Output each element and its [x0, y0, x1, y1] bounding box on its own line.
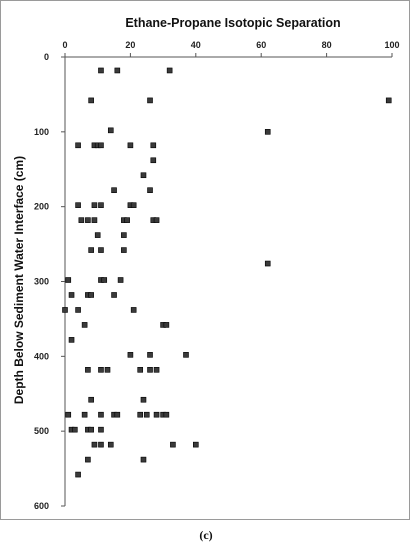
data-point	[88, 396, 94, 403]
data-point	[75, 142, 81, 149]
data-point	[81, 411, 88, 418]
data-point	[117, 277, 124, 283]
y-tick-label: 500	[34, 426, 49, 436]
data-point	[127, 142, 134, 149]
data-point	[150, 157, 157, 164]
data-point	[68, 337, 75, 343]
data-point	[72, 426, 78, 433]
y-tick-label: 100	[34, 127, 49, 137]
data-point	[130, 202, 137, 208]
data-points	[62, 67, 392, 478]
x-tick-label: 60	[256, 40, 266, 50]
data-point	[183, 352, 189, 358]
data-point	[98, 367, 104, 373]
x-tick-label: 100	[384, 40, 399, 50]
data-point	[140, 456, 147, 463]
x-tick-label: 20	[125, 40, 135, 50]
data-point	[111, 292, 117, 298]
data-point	[75, 471, 81, 478]
data-point	[153, 217, 160, 223]
data-point	[264, 260, 271, 267]
data-point	[85, 367, 91, 373]
data-point	[65, 411, 72, 418]
data-point	[153, 367, 160, 373]
data-point	[62, 307, 68, 313]
chart-frame: Ethane-Propane Isotopic Separation Depth…	[0, 0, 410, 520]
data-point	[140, 172, 147, 179]
data-point	[170, 441, 176, 448]
scatter-chart: Ethane-Propane Isotopic Separation Depth…	[12, 16, 400, 511]
data-point	[193, 441, 199, 448]
data-point	[78, 217, 85, 223]
data-point	[147, 352, 153, 358]
data-point	[130, 307, 137, 313]
data-point	[85, 456, 91, 463]
data-point	[107, 127, 114, 134]
data-point	[75, 307, 81, 313]
data-point	[98, 426, 104, 433]
data-point	[147, 367, 153, 373]
data-point	[88, 292, 94, 298]
y-axis-label: Depth Below Sediment Water Interface (cm…	[12, 156, 26, 404]
data-point	[107, 441, 114, 448]
data-point	[98, 142, 104, 149]
data-point	[65, 277, 72, 283]
data-point	[163, 411, 170, 418]
data-point	[121, 232, 127, 238]
x-tick-label: 0	[62, 40, 67, 50]
data-point	[121, 247, 127, 253]
data-point	[137, 367, 144, 373]
chart-title: Ethane-Propane Isotopic Separation	[125, 16, 340, 30]
data-point	[98, 67, 104, 74]
data-point	[91, 441, 98, 448]
data-point	[81, 322, 88, 328]
data-point	[94, 232, 101, 238]
data-point	[114, 411, 121, 418]
data-point	[98, 441, 104, 448]
data-point	[98, 247, 104, 253]
data-point	[166, 67, 173, 74]
data-point	[124, 217, 130, 223]
x-tick-label: 40	[191, 40, 201, 50]
data-point	[143, 411, 150, 418]
data-point	[147, 97, 153, 104]
data-point	[385, 97, 392, 104]
y-tick-label: 0	[44, 52, 49, 62]
x-tick-label: 80	[322, 40, 332, 50]
y-tick-label: 300	[34, 277, 49, 287]
data-point	[163, 322, 170, 328]
x-axis-ticks: 0 20 40 60 80 100	[62, 40, 400, 57]
y-tick-label: 400	[34, 351, 49, 361]
data-point	[88, 97, 94, 104]
data-point	[140, 396, 147, 403]
data-point	[101, 277, 108, 283]
data-point	[150, 142, 157, 149]
data-point	[85, 217, 91, 223]
data-point	[88, 426, 94, 433]
data-point	[98, 411, 104, 418]
data-point	[127, 352, 134, 358]
y-tick-label: 600	[34, 501, 49, 511]
data-point	[264, 129, 271, 135]
figure-caption: (c)	[199, 528, 213, 542]
data-point	[147, 187, 153, 194]
y-tick-label: 200	[34, 202, 49, 212]
data-point	[153, 411, 160, 418]
data-point	[68, 292, 75, 298]
data-point	[91, 217, 98, 223]
data-point	[104, 367, 111, 373]
data-point	[111, 187, 117, 194]
y-axis-ticks: 0 100 200 300 400 500 600	[34, 52, 65, 511]
data-point	[91, 202, 98, 208]
data-point	[98, 202, 104, 208]
data-point	[114, 67, 121, 74]
data-point	[137, 411, 144, 418]
data-point	[88, 247, 94, 253]
data-point	[75, 202, 81, 208]
